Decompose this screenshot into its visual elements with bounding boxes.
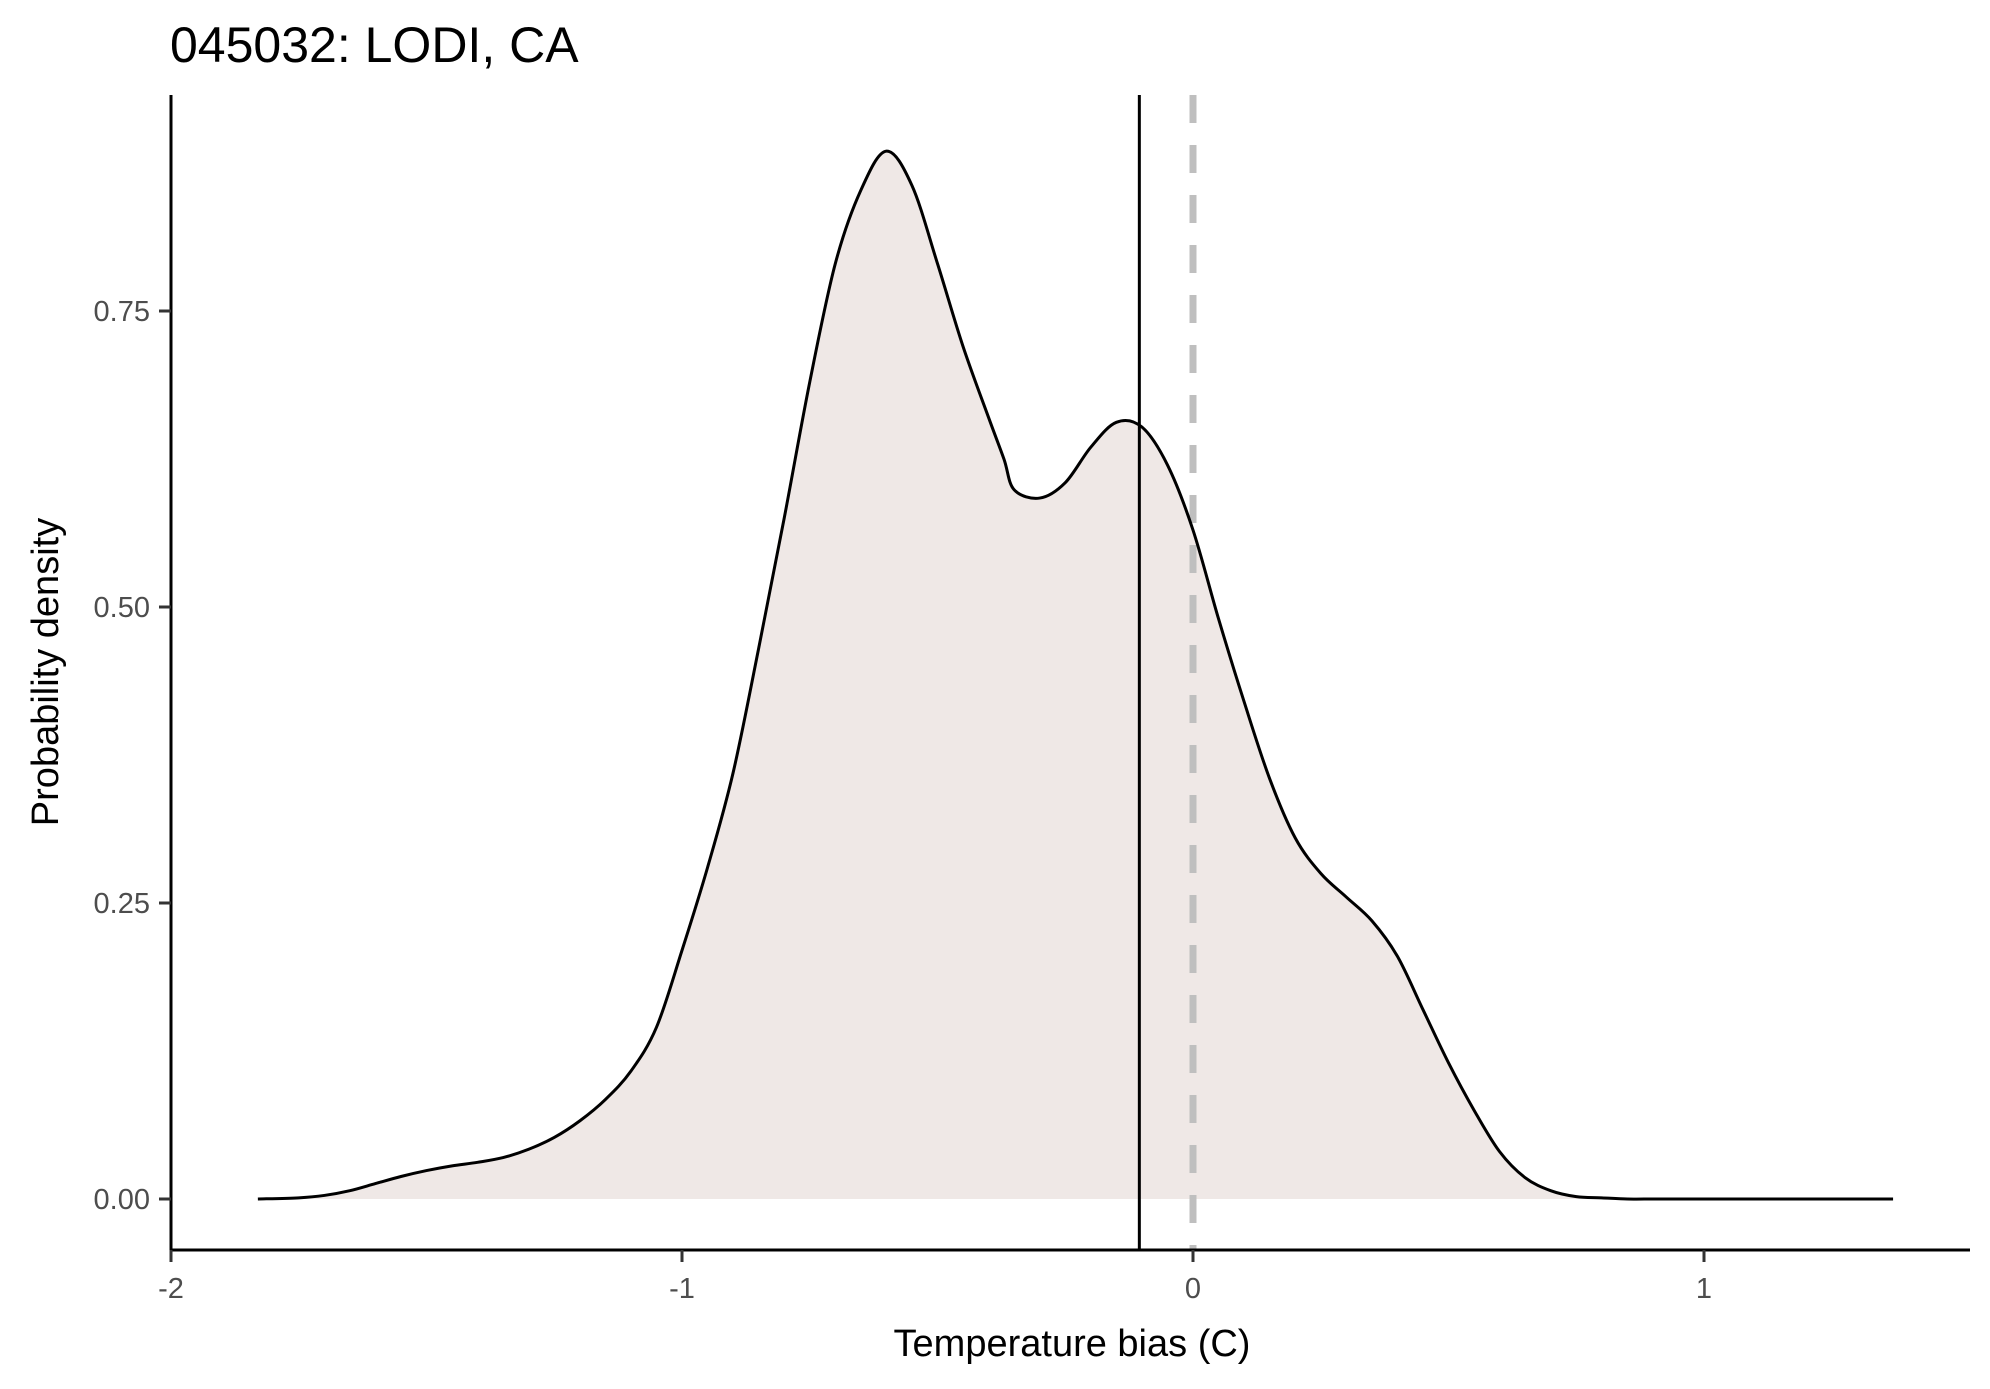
plot-area	[257, 95, 1894, 1250]
y-axis-title: Probability density	[25, 518, 67, 826]
x-tick-label: -2	[158, 1273, 184, 1305]
y-tick-label: 0.25	[94, 888, 150, 920]
y-tick-label: 0.75	[94, 296, 150, 328]
x-axis-title: Temperature bias (C)	[894, 1323, 1251, 1365]
x-tick-label: -1	[669, 1273, 695, 1305]
x-tick-label: 0	[1185, 1273, 1201, 1305]
chart-title: 045032: LODI, CA	[170, 17, 579, 73]
y-axis-ticks: 0.00 0.25 0.50 0.75	[94, 296, 171, 1216]
density-line	[257, 149, 1894, 1201]
y-tick-label: 0.50	[94, 592, 150, 624]
x-tick-label: 1	[1696, 1273, 1712, 1305]
density-area	[257, 151, 1894, 1200]
x-axis-ticks: -2 -1 0 1	[158, 1250, 1712, 1305]
y-tick-label: 0.00	[94, 1184, 150, 1216]
